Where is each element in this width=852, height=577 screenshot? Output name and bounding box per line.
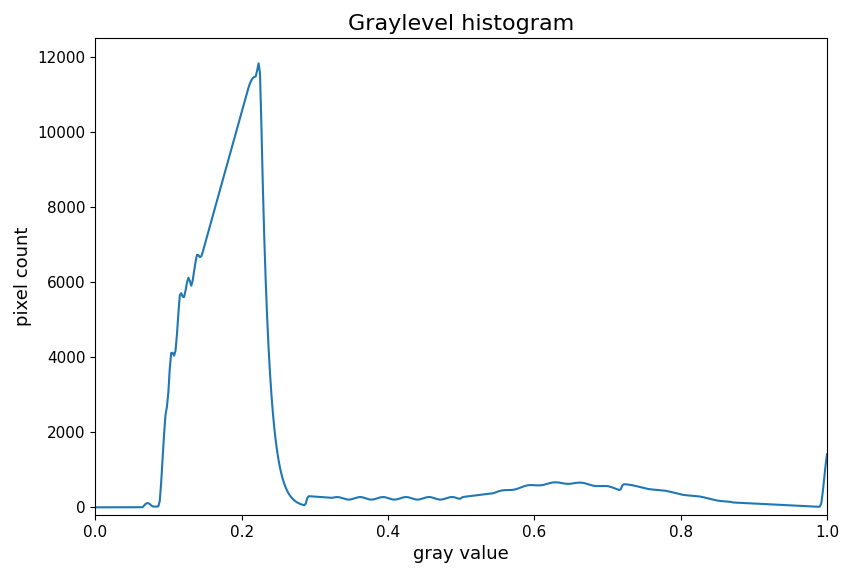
Title: Graylevel histogram: Graylevel histogram <box>348 14 573 34</box>
X-axis label: gray value: gray value <box>413 545 509 563</box>
Y-axis label: pixel count: pixel count <box>14 227 32 326</box>
